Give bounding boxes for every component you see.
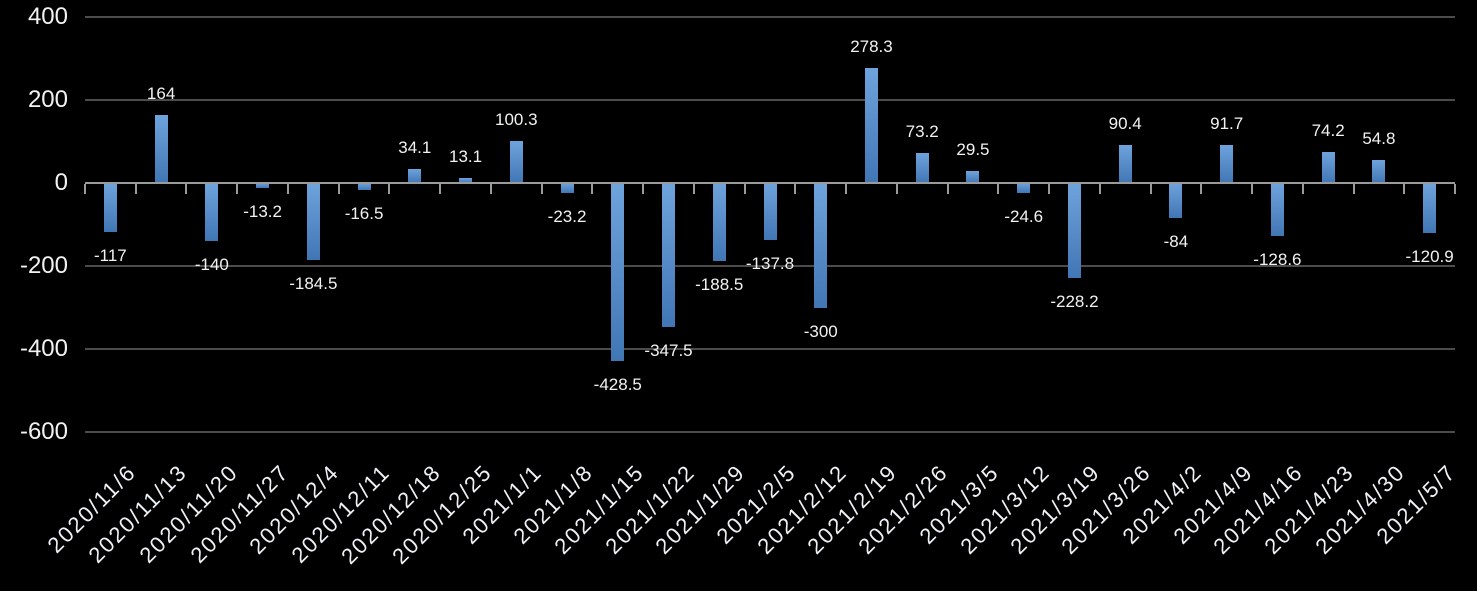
data-label: -188.5 [695, 275, 744, 295]
axis-tick [337, 184, 340, 194]
axis-tick [642, 184, 645, 194]
axis-tick [1098, 184, 1101, 194]
axis-tick [540, 184, 543, 194]
data-label: -137.8 [745, 254, 795, 274]
axis-tick [845, 184, 848, 194]
data-label: -128.6 [1253, 250, 1302, 270]
axis-tick [794, 184, 797, 194]
bar [1067, 183, 1081, 278]
data-label: -140 [194, 255, 229, 275]
y-axis-label: -600 [19, 418, 68, 445]
x-axis-line [85, 182, 1455, 184]
bar [103, 183, 117, 232]
data-label: -300 [803, 321, 838, 341]
bar [560, 183, 574, 193]
axis-tick [591, 184, 594, 194]
axis-tick [1454, 184, 1456, 194]
bar [763, 183, 777, 241]
bar [256, 183, 270, 189]
bar [966, 170, 980, 183]
bar [306, 183, 320, 260]
data-label: 13.1 [449, 146, 483, 166]
data-label: 91.7 [1210, 113, 1244, 133]
bar [1321, 152, 1335, 183]
axis-tick [84, 184, 86, 194]
bar [1118, 145, 1132, 183]
data-label: -228.2 [1050, 291, 1099, 311]
data-label: 164 [146, 83, 176, 103]
axis-tick [1149, 184, 1152, 194]
axis-tick [185, 184, 188, 194]
bar [712, 183, 726, 262]
data-label: -428.5 [593, 374, 642, 394]
axis-tick [439, 184, 442, 194]
axis-tick [236, 184, 239, 194]
data-label: 74.2 [1311, 121, 1345, 141]
bar [154, 114, 168, 183]
data-label: -184.5 [289, 273, 338, 293]
axis-tick [1352, 184, 1355, 194]
bar [814, 183, 828, 308]
data-label: -84 [1163, 231, 1189, 251]
bar [1372, 160, 1386, 183]
axis-tick [997, 184, 1000, 194]
gridline [85, 431, 1455, 433]
data-label: -347.5 [644, 341, 693, 361]
y-axis-label: -200 [19, 252, 68, 279]
bar [1169, 183, 1183, 218]
data-label: -24.6 [1004, 207, 1044, 227]
axis-tick [286, 184, 289, 194]
axis-tick [1403, 184, 1406, 194]
gridline [85, 348, 1455, 350]
bar [509, 141, 523, 183]
data-label: 34.1 [398, 137, 432, 157]
axis-tick [388, 184, 391, 194]
axis-tick [743, 184, 746, 194]
gridline [85, 265, 1455, 267]
data-label: -23.2 [547, 206, 587, 226]
bar [1017, 183, 1031, 194]
data-label: 278.3 [850, 36, 893, 56]
bar [915, 152, 929, 183]
y-axis-label: 400 [27, 3, 68, 30]
data-label: 54.8 [1362, 129, 1396, 149]
axis-tick [489, 184, 492, 194]
axis-tick [946, 184, 949, 194]
axis-tick [1048, 184, 1051, 194]
axis-tick [895, 184, 898, 194]
data-label: -16.5 [344, 203, 384, 223]
bar [459, 177, 473, 183]
bar [408, 168, 422, 183]
axis-tick [1301, 184, 1304, 194]
axis-tick [134, 184, 137, 194]
axis-tick [1200, 184, 1203, 194]
bar [205, 183, 219, 242]
data-label: -120.9 [1405, 247, 1454, 267]
data-label: -13.2 [243, 202, 282, 222]
bar [357, 183, 371, 190]
gridline [85, 16, 1455, 18]
gridline [85, 99, 1455, 101]
y-axis-label: -400 [19, 335, 68, 362]
bar [611, 183, 625, 361]
bar [1423, 183, 1437, 234]
axis-tick [1251, 184, 1254, 194]
axis-tick [692, 184, 695, 194]
data-label: 100.3 [495, 110, 538, 130]
y-axis-label: 200 [27, 86, 68, 113]
bar [1270, 183, 1284, 237]
data-label: 29.5 [956, 139, 990, 159]
bar [1220, 144, 1234, 183]
data-label: 73.2 [905, 121, 939, 141]
data-label: 90.4 [1108, 114, 1142, 134]
data-label: -117 [93, 245, 127, 265]
y-axis-label: 0 [54, 169, 68, 196]
bar [864, 67, 878, 183]
bar [662, 183, 676, 328]
